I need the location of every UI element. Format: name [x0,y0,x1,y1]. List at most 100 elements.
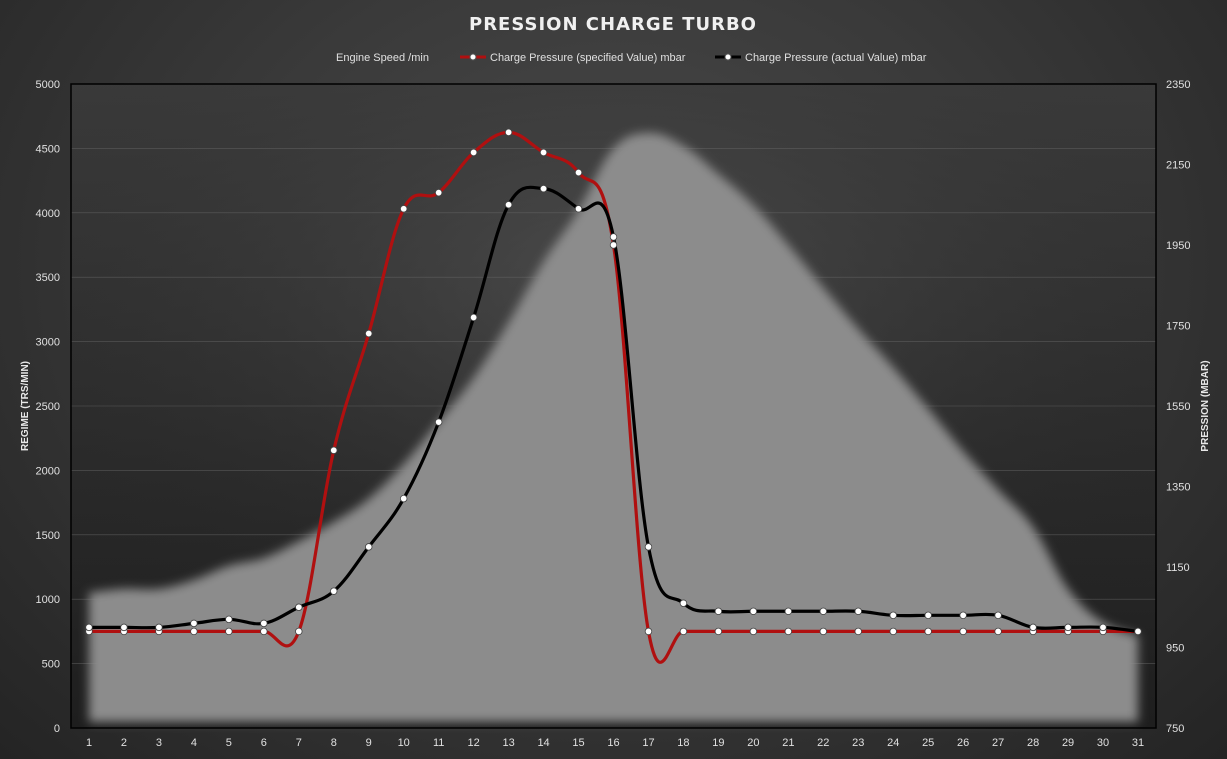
x-tick-label: 1 [86,737,92,749]
x-tick-label: 21 [782,737,794,749]
series-2-point [120,623,128,632]
series-2-point [434,418,443,426]
right-tick-label: 1750 [1166,321,1190,333]
x-tick-label: 16 [607,737,619,749]
left-axis-ticks: 0 500 1000 1500 2000 2500 3000 3500 4000 4500 5000 [36,79,60,735]
series-2-point [85,623,93,632]
x-tick-label: 23 [852,737,864,749]
series-1-point [400,205,408,213]
left-tick-label: 1500 [36,530,60,542]
x-tick-label: 29 [1062,737,1074,749]
x-tick-label: 13 [502,737,514,749]
left-tick-label: 4500 [36,143,60,155]
x-tick-label: 24 [887,737,899,749]
series-2-point [260,619,268,628]
series-1-point [469,148,478,157]
x-tick-label: 10 [398,737,410,749]
legend-marker-specified [460,53,486,61]
left-tick-label: 2000 [36,465,60,477]
series-2-point [749,607,758,615]
pressure-lines [85,128,1142,664]
series-1-point [609,241,618,249]
engine-speed-area-fill [89,132,1138,722]
series-2-point [155,623,163,632]
series-1-point [749,627,758,636]
series-2-point [609,233,618,241]
x-tick-label: 18 [677,737,689,749]
series-1-point [365,329,373,338]
x-tick-label: 4 [191,737,197,749]
x-tick-label: 6 [261,737,267,749]
left-tick-label: 3500 [36,272,60,284]
series-2-point [1099,623,1107,632]
series-2-point [539,184,548,193]
legend: Engine Speed /min Charge Pressure (speci… [336,52,927,64]
series-1-point [889,627,897,636]
right-tick-label: 1150 [1166,562,1190,574]
series-2-point [994,611,1002,619]
legend-label-actual: Charge Pressure (actual Value) mbar [745,52,927,64]
right-tick-label: 1350 [1166,482,1190,494]
x-tick-label: 26 [957,737,969,749]
right-tick-label: 2150 [1166,160,1190,172]
x-tick-label: 9 [366,737,372,749]
series-2-point [784,607,793,615]
x-tick-label: 7 [296,737,302,749]
plot-border [70,83,1157,729]
series-1-point [959,627,967,636]
legend-marker-actual [715,53,741,61]
series-1-point [260,627,268,636]
right-tick-label: 2350 [1166,79,1190,91]
chart-title: PRESSION CHARGE TURBO [469,14,757,35]
series-1-point [784,627,793,636]
series-2-point [644,543,653,551]
series-1-point [644,627,653,636]
series-1-point [504,128,513,136]
series-1-point [574,168,583,177]
right-tick-label: 1950 [1166,240,1190,252]
left-tick-label: 1000 [36,594,60,606]
series-2-point [190,619,198,628]
series-2-point [295,603,303,611]
x-tick-label: 11 [433,737,444,749]
series-1-point [679,627,688,636]
x-tick-label: 2 [121,737,127,749]
series-2-point [574,205,583,213]
right-tick-label: 1550 [1166,401,1190,413]
series-1-point [190,627,198,636]
right-tick-label: 950 [1166,643,1184,655]
legend-label-engine-speed: Engine Speed /min [336,52,429,64]
right-axis-ticks: 750 950 1150 1350 1550 1750 1950 2150 2350 [1166,79,1190,735]
series-1-point [539,148,548,157]
x-tick-label: 30 [1097,737,1109,749]
series-2-point [365,543,373,551]
x-tick-label: 15 [572,737,584,749]
series-2-point [959,611,967,619]
x-tick-label: 28 [1027,737,1039,749]
left-tick-label: 3000 [36,337,60,349]
series-2-point [714,607,723,615]
right-axis-label: PRESSION (MBAR) [1200,360,1211,451]
left-tick-label: 4000 [36,208,60,220]
x-axis-ticks: 1 2 3 4 5 6 7 8 9 10 11 12 13 14 15 16 17 18 19 20 21 22 23 24 2… [86,737,1144,749]
series-2-point [400,494,408,503]
series-1-point [924,627,932,636]
left-tick-label: 0 [54,723,60,735]
series-2-point [225,615,233,624]
series-2-point [469,313,478,322]
series-1-point [819,627,827,636]
series-1-point [714,627,723,636]
right-tick-label: 750 [1166,723,1184,735]
x-tick-label: 27 [992,737,1004,749]
series-1-point [854,627,862,636]
series-2-point [924,611,932,619]
series-2-point [854,607,862,615]
x-tick-label: 31 [1132,737,1144,749]
series-2-point [1029,623,1037,632]
series-2-point [330,587,338,595]
series-1-point [330,446,338,454]
x-tick-label: 14 [537,737,549,749]
x-tick-label: 8 [331,737,337,749]
